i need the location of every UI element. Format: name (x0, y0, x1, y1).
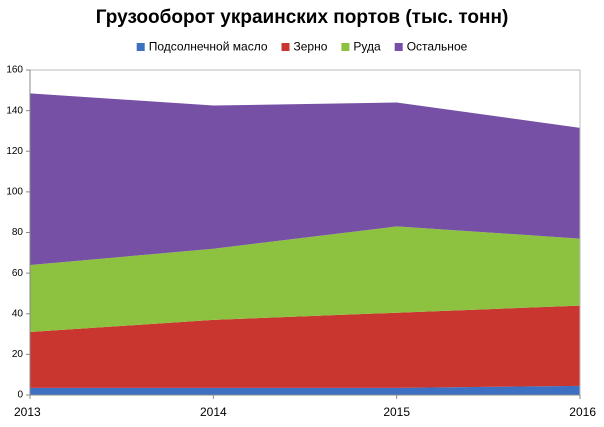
legend-swatch (281, 43, 290, 51)
y-tick-label: 80 (12, 227, 24, 238)
x-tick-label: 2016 (569, 405, 596, 419)
legend-label: Остальное (407, 40, 468, 54)
x-tick-label: 2014 (200, 405, 227, 419)
area (30, 305, 580, 388)
y-tick-label: 60 (12, 268, 24, 279)
x-tick-label: 2013 (14, 405, 41, 419)
legend-swatch (341, 43, 350, 51)
area (30, 93, 580, 265)
y-tick-label: 0 (17, 390, 23, 401)
legend-label: Руда (353, 40, 381, 54)
y-tick-label: 120 (6, 146, 23, 157)
y-tick-label: 160 (6, 65, 23, 76)
x-tick-label: 2015 (383, 405, 410, 419)
area (30, 385, 580, 395)
y-tick-label: 100 (6, 187, 23, 198)
legend-swatch (136, 43, 145, 51)
legend-label: Зерно (294, 40, 328, 54)
chart-title: Грузооборот украинских портов (тыс. тонн… (96, 7, 509, 28)
legend-label: Подсолнечной масло (149, 40, 268, 54)
y-tick-label: 20 (12, 349, 24, 360)
legend-swatch (394, 43, 403, 51)
y-tick-label: 40 (12, 308, 24, 319)
y-tick-label: 140 (6, 105, 23, 116)
area (30, 226, 580, 333)
